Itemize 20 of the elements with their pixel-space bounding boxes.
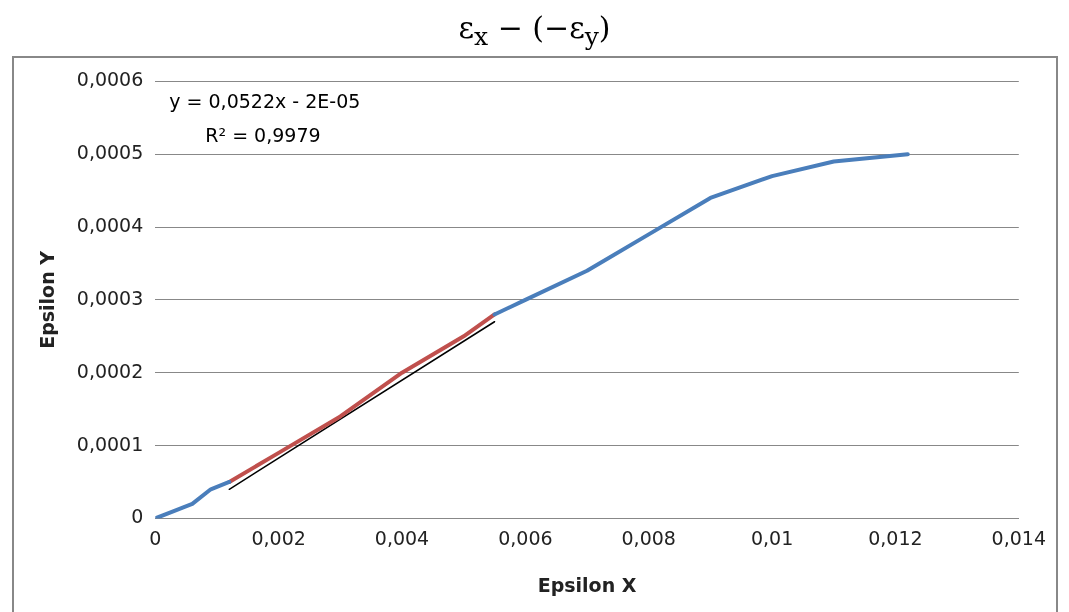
y-tick-label: 0,0006 bbox=[76, 68, 144, 91]
x-tick-label: 0,006 bbox=[498, 526, 553, 549]
y-tick-label: 0,0005 bbox=[76, 141, 144, 164]
x-tick-label: 0,01 bbox=[750, 526, 794, 549]
annotation: y = 0,0522x - 2E-05 bbox=[169, 89, 361, 112]
y-tick-label: 0,0003 bbox=[76, 286, 144, 309]
chart-title: ε$_{x}$ − (−ε$_{y}$) bbox=[457, 9, 612, 53]
y-axis-title: Epsilon Y bbox=[36, 250, 59, 349]
x-tick-label: 0 bbox=[149, 526, 162, 549]
y-tick-label: 0,0001 bbox=[76, 432, 144, 455]
y-tick-label: 0,0002 bbox=[76, 359, 144, 382]
x-tick-label: 0,014 bbox=[991, 526, 1047, 549]
x-tick-label: 0,008 bbox=[621, 526, 676, 549]
annotation: R² = 0,9979 bbox=[205, 123, 321, 146]
x-tick-label: 0,004 bbox=[374, 526, 430, 549]
x-tick-label: 0,012 bbox=[868, 526, 923, 549]
x-tick-label: 0,002 bbox=[251, 526, 306, 549]
x-axis-title: Epsilon X bbox=[537, 573, 637, 596]
y-tick-label: 0 bbox=[131, 505, 144, 528]
y-tick-label: 0,0004 bbox=[76, 214, 144, 236]
